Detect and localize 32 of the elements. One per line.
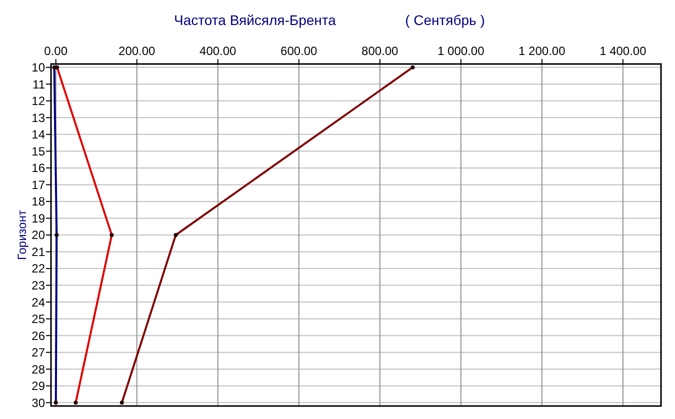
x-tick-label: 1 000.00 <box>438 44 485 58</box>
x-tick-label: 400.00 <box>200 44 237 58</box>
y-tick-label: 26 <box>32 328 46 343</box>
y-tick-label: 27 <box>32 346 46 360</box>
x-tick-label: 800.00 <box>362 44 399 58</box>
y-tick-label: 12 <box>32 94 46 108</box>
y-tick-label: 22 <box>32 262 46 276</box>
x-tick-label: 200.00 <box>118 44 156 58</box>
y-tick-label: 25 <box>32 312 46 326</box>
y-tick-label: 24 <box>32 295 46 310</box>
y-tick-label: 17 <box>32 178 46 192</box>
y-tick-label: 20 <box>32 228 46 242</box>
y-tick-label: 21 <box>32 244 46 259</box>
y-tick-label: 30 <box>32 396 46 410</box>
y-tick-label: 14 <box>32 128 46 142</box>
y-tick-label: 23 <box>32 278 46 292</box>
x-tick-label: 0.00 <box>44 44 68 58</box>
chart-subtitle: ( Сентябрь ) <box>405 12 485 28</box>
x-tick-label: 600.00 <box>280 44 318 58</box>
y-tick-label: 13 <box>32 110 46 125</box>
y-tick-label: 11 <box>32 77 46 92</box>
y-tick-label: 16 <box>32 161 46 176</box>
y-tick-label: 19 <box>32 211 46 226</box>
x-tick-label: 1 200.00 <box>518 44 566 58</box>
y-tick-label: 15 <box>32 144 46 158</box>
y-tick-label: 28 <box>32 362 46 376</box>
chart-title: Частота Вяйсяля-Брента <box>174 12 336 28</box>
y-tick-label: 18 <box>32 194 46 209</box>
y-tick-label: 10 <box>32 60 46 75</box>
x-tick-label: 1 400.00 <box>600 44 647 58</box>
y-tick-label: 29 <box>32 379 46 394</box>
y-axis-title: Горизонт <box>15 210 29 260</box>
